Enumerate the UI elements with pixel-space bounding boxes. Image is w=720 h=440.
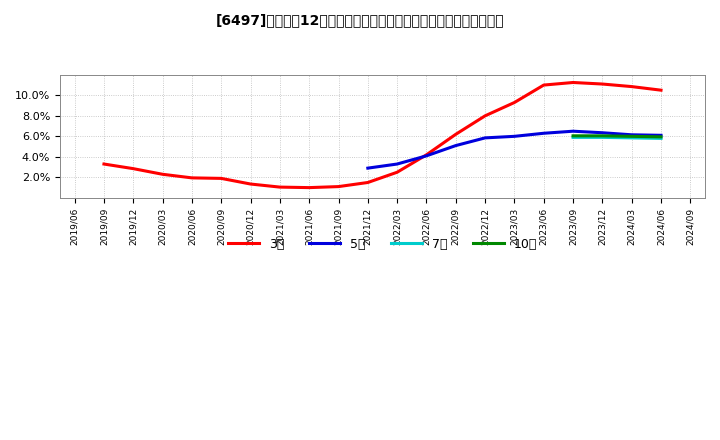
10年 — [657, 134, 665, 139]
Text: [6497]　売上高12か月移動合計の対前年同期増減率の平均値の推移: [6497] 売上高12か月移動合計の対前年同期増減率の平均値の推移 — [216, 13, 504, 27]
5年 — [451, 143, 460, 148]
10年 — [569, 133, 577, 139]
3年 — [129, 166, 138, 171]
3年 — [657, 88, 665, 93]
5年 — [510, 134, 518, 139]
10年 — [598, 133, 607, 139]
3年 — [305, 185, 313, 190]
Line: 5年: 5年 — [368, 131, 661, 168]
3年 — [364, 180, 372, 185]
7年 — [657, 136, 665, 141]
3年 — [481, 113, 490, 118]
Legend: 3年, 5年, 7年, 10年: 3年, 5年, 7年, 10年 — [222, 233, 542, 256]
3年 — [158, 172, 167, 177]
Line: 7年: 7年 — [573, 137, 661, 139]
3年 — [539, 82, 548, 88]
3年 — [569, 80, 577, 85]
5年 — [569, 128, 577, 134]
3年 — [510, 100, 518, 105]
3年 — [246, 181, 255, 187]
5年 — [539, 131, 548, 136]
3年 — [217, 176, 225, 181]
7年 — [569, 135, 577, 140]
3年 — [276, 184, 284, 190]
5年 — [598, 130, 607, 136]
3年 — [598, 81, 607, 87]
5年 — [657, 133, 665, 138]
5年 — [364, 165, 372, 171]
5年 — [627, 132, 636, 137]
3年 — [393, 169, 402, 175]
5年 — [422, 153, 431, 158]
3年 — [422, 152, 431, 158]
Line: 3年: 3年 — [104, 82, 661, 187]
5年 — [481, 135, 490, 140]
3年 — [188, 175, 197, 180]
Line: 10年: 10年 — [573, 136, 661, 137]
10年 — [627, 134, 636, 139]
3年 — [99, 161, 108, 167]
3年 — [627, 84, 636, 89]
5年 — [393, 161, 402, 167]
7年 — [598, 135, 607, 140]
3年 — [334, 184, 343, 189]
3年 — [451, 132, 460, 137]
7年 — [627, 135, 636, 140]
